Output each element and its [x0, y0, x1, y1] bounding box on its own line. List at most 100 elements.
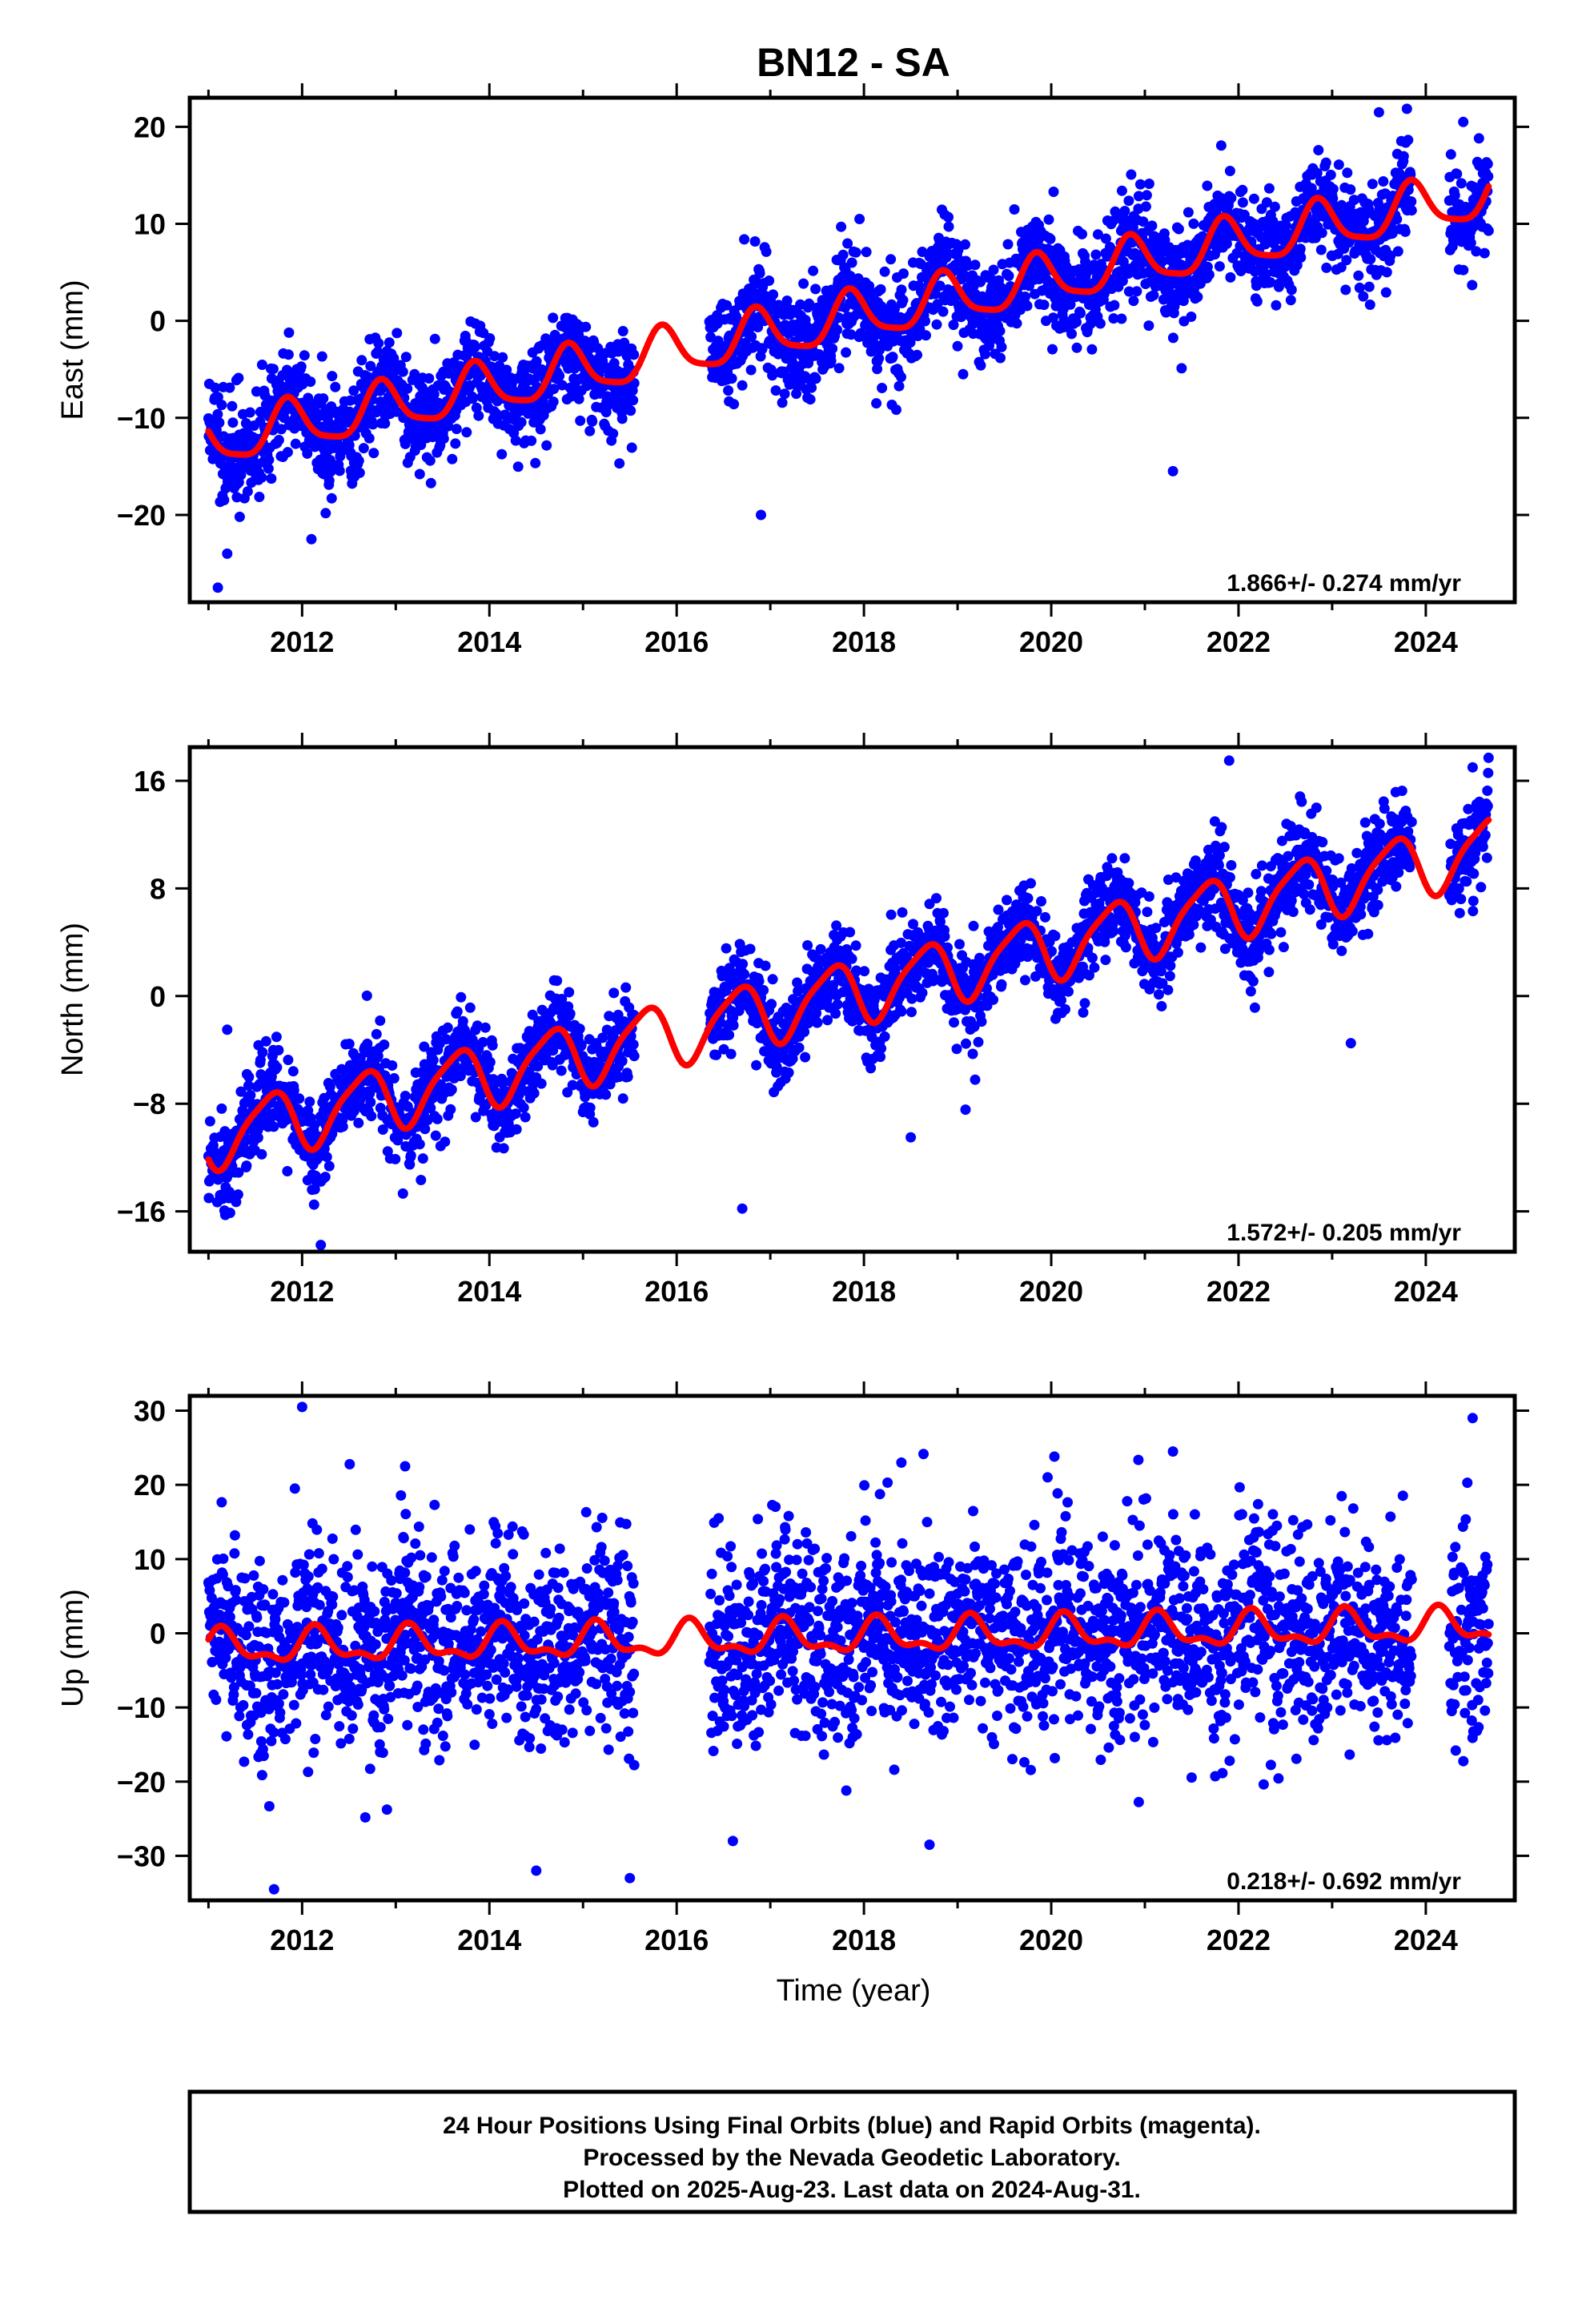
east-data-point [1140, 201, 1151, 212]
east-data-point [754, 267, 765, 279]
east-data-point [233, 372, 244, 384]
north-data-point [897, 907, 908, 918]
east-data-point [846, 257, 857, 268]
east-data-point [548, 312, 559, 324]
north-data-point [430, 1130, 441, 1141]
east-points [203, 103, 1494, 593]
east-data-point [1263, 183, 1275, 194]
east-data-point [1367, 179, 1378, 190]
east-data-point [931, 319, 942, 330]
east-data-point [1345, 184, 1356, 195]
east-data-point [584, 425, 596, 436]
east-data-point [912, 349, 922, 360]
east-data-point [425, 477, 436, 489]
east-data-point [825, 356, 837, 366]
east-x-tick-label: 2020 [1019, 625, 1083, 658]
east-data-point [1011, 318, 1022, 329]
north-data-point [1026, 878, 1036, 889]
east-data-point [988, 264, 999, 275]
north-data-point [536, 1078, 547, 1089]
east-data-point [473, 410, 484, 421]
east-data-point [313, 436, 324, 447]
east-data-point [871, 398, 882, 409]
east-data-point [254, 492, 265, 502]
north-data-point [1063, 986, 1074, 997]
east-data-point [1333, 159, 1344, 171]
east-data-point [1458, 264, 1469, 275]
east-data-point [231, 492, 243, 503]
east-data-point [1090, 249, 1102, 260]
north-data-point [845, 927, 856, 938]
north-data-point [440, 1136, 451, 1148]
east-data-point [854, 214, 865, 224]
east-data-point [625, 405, 636, 416]
east-data-point [1141, 190, 1152, 201]
east-data-point [461, 427, 472, 438]
north-data-point [1050, 931, 1061, 942]
east-data-point [1353, 270, 1364, 281]
east-data-point [995, 352, 1006, 364]
east-data-point [1363, 281, 1375, 292]
east-data-point [227, 417, 239, 428]
east-data-point [1071, 316, 1082, 328]
east-data-point [216, 400, 227, 411]
north-data-point [477, 1036, 488, 1047]
north-data-point [885, 909, 897, 920]
east-data-point [1313, 145, 1324, 155]
north-data-point [588, 1116, 599, 1128]
east-outlier-point [1458, 116, 1469, 127]
north-data-point [917, 987, 928, 999]
north-data-point [1020, 975, 1030, 986]
east-data-point [214, 417, 225, 428]
east-data-point [484, 333, 496, 344]
north-data-point [830, 1008, 841, 1019]
north-data-point [628, 1051, 640, 1062]
east-data-point [275, 424, 287, 435]
north-data-point [343, 1039, 355, 1049]
east-data-point [391, 328, 403, 339]
east-data-point [372, 346, 383, 357]
east-data-point [1456, 178, 1467, 189]
east-data-point [256, 472, 267, 483]
north-data-point [724, 1029, 735, 1040]
east-data-point [358, 443, 369, 454]
east-data-point [1473, 133, 1484, 144]
north-data-point [417, 1153, 428, 1164]
east-data-point [861, 247, 872, 258]
east-data-point [256, 360, 267, 370]
north-data-point [480, 1022, 491, 1033]
east-data-point [1327, 183, 1339, 195]
north-data-point [1036, 896, 1046, 907]
east-data-point [531, 356, 542, 367]
east-data-point [1316, 227, 1327, 239]
east-data-point [1365, 254, 1376, 265]
north-data-point [728, 1019, 739, 1031]
east-data-point [896, 372, 906, 383]
north-data-point [876, 1043, 887, 1054]
east-y-tick-label: 20 [134, 111, 166, 143]
east-data-point [1202, 180, 1213, 191]
east-data-point [805, 394, 816, 405]
east-data-point [526, 435, 537, 446]
east-data-point [1022, 300, 1033, 312]
north-data-point [283, 1055, 294, 1065]
east-data-point [1182, 207, 1194, 218]
east-data-point [920, 316, 930, 327]
north-data-point [365, 1096, 376, 1108]
north-data-point [1056, 995, 1066, 1006]
north-data-point [832, 999, 843, 1010]
north-data-point [745, 943, 756, 955]
east-data-point [1295, 252, 1307, 263]
north-data-point [416, 1175, 427, 1185]
east-data-point [781, 296, 793, 306]
east-outlier-point [1167, 465, 1178, 476]
east-data-point [833, 363, 845, 374]
north-data-point [822, 1015, 833, 1026]
east-data-point [512, 461, 524, 472]
north-data-point [271, 1031, 282, 1043]
east-data-point [424, 373, 435, 384]
north-data-point [961, 1038, 971, 1049]
east-data-point [267, 364, 279, 375]
east-outlier-point [1373, 107, 1384, 118]
east-data-point [365, 360, 376, 372]
